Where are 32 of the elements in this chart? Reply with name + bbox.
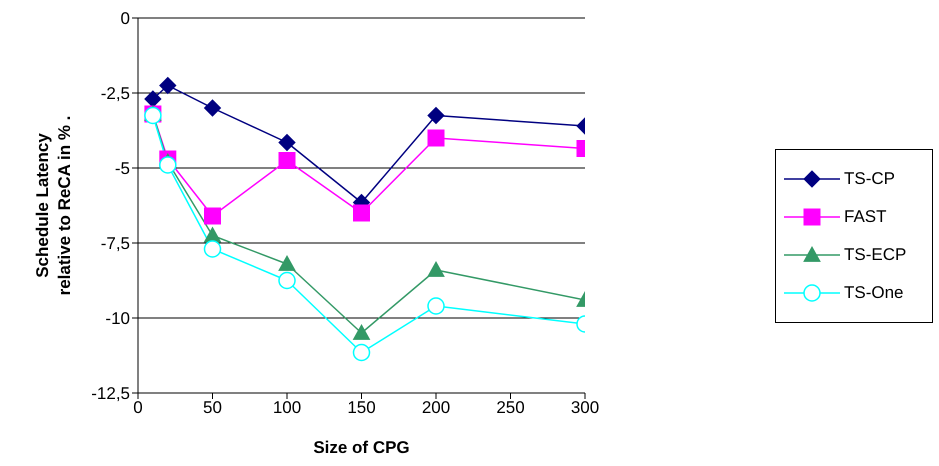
point	[278, 152, 296, 169]
x-tick-label: 150	[347, 398, 376, 418]
y-tick-label: 0	[120, 9, 130, 28]
legend-label: FAST	[844, 206, 887, 226]
y-tick-label: -10	[105, 309, 130, 328]
point	[159, 156, 177, 174]
y-axis-title: Schedule Latency relative to ReCA in % .	[33, 116, 74, 296]
point	[353, 324, 370, 340]
point	[204, 208, 221, 224]
point	[428, 107, 444, 124]
point	[278, 134, 296, 151]
point	[159, 77, 176, 94]
x-tick-label: 0	[133, 398, 143, 418]
legend-label: TS-One	[844, 282, 904, 302]
y-tick-label: -5	[114, 159, 130, 178]
y-tick-label: -12,5	[91, 384, 130, 404]
x-tick-label: 250	[496, 398, 525, 418]
x-tick-label: 100	[272, 398, 302, 418]
x-tick-label: 200	[422, 398, 450, 418]
point	[353, 204, 370, 222]
x-axis-title: Size of CPG	[313, 438, 410, 457]
point	[204, 100, 221, 116]
x-tick-label: 50	[203, 398, 222, 418]
point	[428, 130, 444, 146]
point	[144, 90, 162, 108]
y-tick-label: -2,5	[100, 84, 130, 104]
legend-label: TS-ECP	[844, 244, 906, 264]
y-tick-label: -7,5	[100, 234, 130, 254]
legend-label: TS-CP	[844, 168, 895, 188]
point	[428, 262, 444, 277]
point	[278, 256, 296, 271]
x-tick-label: 300	[570, 398, 600, 418]
